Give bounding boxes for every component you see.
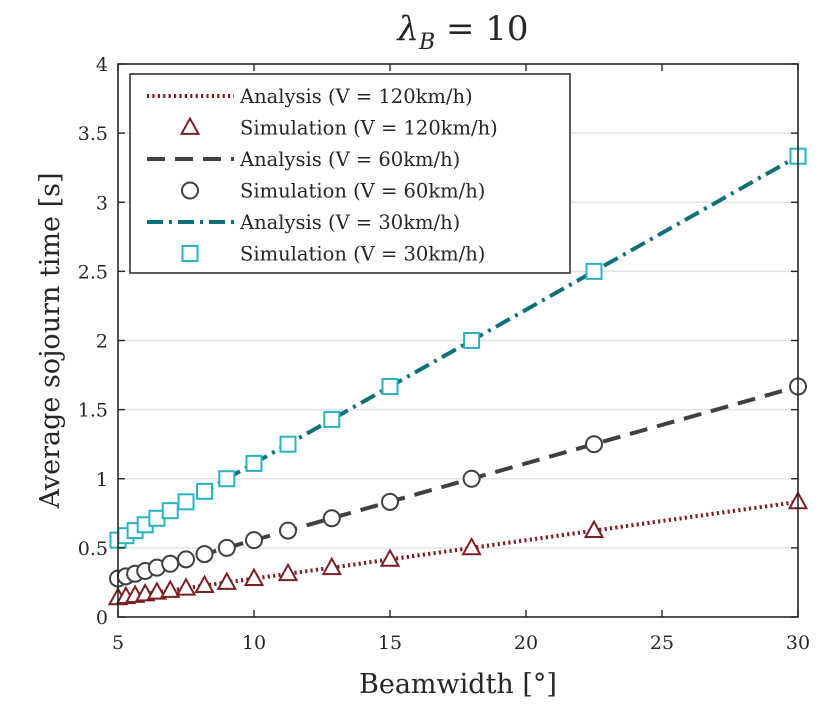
legend-item-5: Simulation (V = 30km/h) xyxy=(181,243,485,266)
y-axis-label: Average sojourn time [s] xyxy=(35,172,66,509)
marker-square-7 xyxy=(195,482,213,500)
chart-title: λB = 10 xyxy=(395,9,528,55)
legend-item-4: Analysis (V = 30km/h) xyxy=(147,211,460,234)
legend-item-2: Analysis (V = 60km/h) xyxy=(147,148,460,171)
y-tick-label-0: 0 xyxy=(96,607,108,629)
y-tick-label-3: 1.5 xyxy=(78,400,108,422)
y-tick-label-7: 3.5 xyxy=(78,123,108,145)
marker-circle-14 xyxy=(585,435,603,454)
marker-triangle-5 xyxy=(160,579,181,598)
legend-label-0: Analysis (V = 120km/h) xyxy=(239,85,473,108)
legend-label-1: Simulation (V = 120km/h) xyxy=(240,117,498,140)
legend-marker-1 xyxy=(179,116,201,135)
legend-item-0: Analysis (V = 120km/h) xyxy=(147,85,473,108)
legend-label-2: Analysis (V = 60km/h) xyxy=(239,148,460,171)
x-axis-label: Beamwidth [°] xyxy=(359,669,557,700)
marker-circle-7 xyxy=(195,545,214,564)
marker-square-13 xyxy=(463,332,481,349)
marker-circle-8 xyxy=(217,538,236,557)
marker-square-14 xyxy=(585,262,603,280)
marker-triangle-6 xyxy=(175,577,197,596)
legend-label-5: Simulation (V = 30km/h) xyxy=(240,243,485,266)
marker-triangle-10 xyxy=(277,562,299,582)
marker-triangle-12 xyxy=(379,548,401,567)
x-tick-label-0: 5 xyxy=(112,632,124,654)
title-subscript: B xyxy=(418,30,435,55)
x-tick-label-2: 15 xyxy=(378,632,402,654)
marker-circle-12 xyxy=(381,492,399,511)
marker-square-11 xyxy=(323,410,341,428)
marker-square-6 xyxy=(177,493,195,511)
axis-ticks: 5 10 15 20 25 30 0 0.5 1 1.5 2 2.5 3 3.5 4 xyxy=(78,54,810,654)
legend-item-3: Simulation (V = 60km/h) xyxy=(181,180,485,203)
marker-circle-13 xyxy=(462,469,481,488)
marker-circle-9 xyxy=(245,531,263,550)
marker-triangle-13 xyxy=(461,536,482,556)
title-rest: = 10 xyxy=(435,9,528,49)
y-tick-label-2: 1 xyxy=(96,469,108,491)
y-tick-label-8: 4 xyxy=(96,54,108,76)
legend-label-3: Simulation (V = 60km/h) xyxy=(240,180,485,203)
marker-triangle-11 xyxy=(321,556,342,576)
x-tick-label-4: 25 xyxy=(650,632,674,654)
y-tick-label-1: 0.5 xyxy=(78,538,108,560)
x-tick-label-1: 10 xyxy=(242,632,266,654)
marker-triangle-9 xyxy=(243,567,265,586)
marker-square-10 xyxy=(279,435,297,453)
marker-square-8 xyxy=(218,470,236,488)
marker-square-12 xyxy=(381,378,399,396)
legend-label-4: Analysis (V = 30km/h) xyxy=(239,211,460,234)
marker-triangle-14 xyxy=(583,519,605,539)
x-tick-label-3: 20 xyxy=(514,632,538,654)
marker-circle-10 xyxy=(279,521,297,540)
legend-marker-5 xyxy=(181,245,199,262)
marker-square-5 xyxy=(161,502,179,520)
marker-square-9 xyxy=(245,454,263,472)
legend: Analysis (V = 120km/h) Simulation (V = 12… xyxy=(129,73,571,274)
marker-triangle-4 xyxy=(146,581,168,600)
legend-box xyxy=(129,73,571,274)
marker-circle-5 xyxy=(161,554,180,573)
marker-circle-11 xyxy=(322,509,341,528)
legend-marker-3 xyxy=(181,181,199,200)
y-tick-label-4: 2 xyxy=(96,331,108,353)
y-tick-label-6: 3 xyxy=(96,192,108,214)
marker-circle-6 xyxy=(177,550,195,569)
legend-item-1: Simulation (V = 120km/h) xyxy=(179,116,498,140)
marker-triangle-8 xyxy=(216,571,237,590)
marker-triangle-7 xyxy=(194,574,215,594)
y-tick-label-5: 2.5 xyxy=(78,261,108,283)
title-symbol: λ xyxy=(395,9,419,49)
x-tick-label-5: 30 xyxy=(786,632,810,654)
